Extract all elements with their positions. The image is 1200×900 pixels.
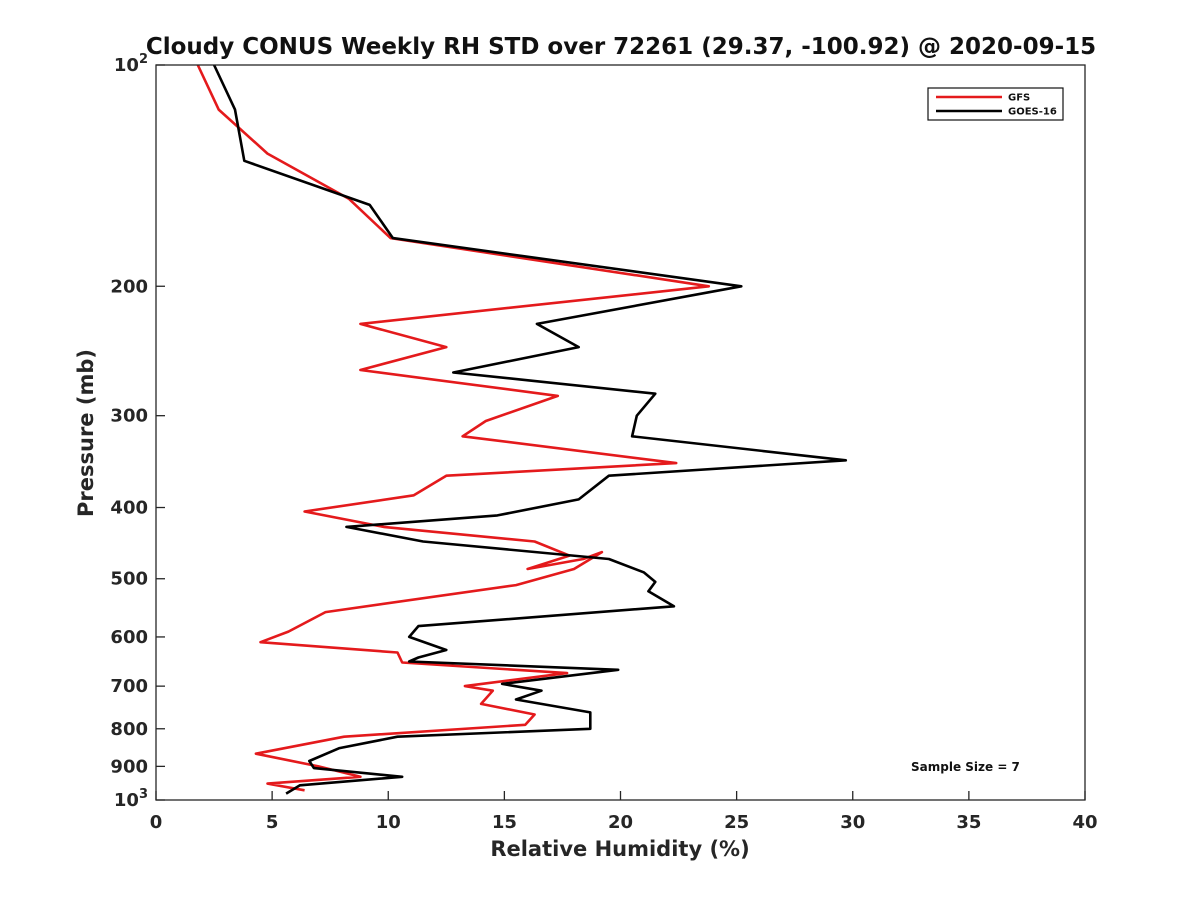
series-layer <box>196 64 848 795</box>
x-tick-label: 40 <box>1072 812 1097 833</box>
y-tick-label: 500 <box>110 569 148 590</box>
y-tick-label: 300 <box>110 406 148 427</box>
y-axis-label: Pressure (mb) <box>74 349 98 517</box>
x-tick-label: 0 <box>150 812 163 833</box>
x-tick-label: 5 <box>266 812 279 833</box>
y-axis-ticks: 102 200 300 400 500 600 700 800 900 103 <box>110 52 165 811</box>
chart-title: Cloudy CONUS Weekly RH STD over 72261 (2… <box>146 34 1096 60</box>
x-tick-label: 30 <box>840 812 865 833</box>
legend-label-goes-16: GOES-16 <box>1008 107 1057 118</box>
y-tick-label: 800 <box>110 719 148 740</box>
legend-label-gfs: GFS <box>1008 93 1030 104</box>
sample-size-annotation: Sample Size = 7 <box>911 760 1020 774</box>
y-tick-label: 900 <box>110 756 148 777</box>
axes-box <box>155 64 1086 801</box>
y-tick-label: 700 <box>110 676 148 697</box>
y-tick-label: 102 <box>114 52 148 76</box>
y-tick-label: 200 <box>110 276 148 297</box>
x-tick-label: 25 <box>724 812 749 833</box>
x-axis-label: Relative Humidity (%) <box>490 837 749 861</box>
x-tick-label: 10 <box>376 812 401 833</box>
x-axis-ticks: 0 5 10 15 20 25 30 35 40 <box>150 791 1098 833</box>
x-tick-label: 35 <box>956 812 981 833</box>
y-tick-label: 600 <box>110 627 148 648</box>
plot-area: 0 5 10 15 20 25 30 35 40 102 200 300 400 500 600 700 80… <box>110 52 1097 833</box>
legend-box <box>927 87 1064 121</box>
y-tick-label: 103 <box>114 787 148 811</box>
y-tick-label: 400 <box>110 498 148 519</box>
legend: GFS GOES-16 <box>927 87 1064 121</box>
x-tick-label: 15 <box>492 812 517 833</box>
x-tick-label: 20 <box>608 812 633 833</box>
series-line-goes-16 <box>212 64 848 795</box>
series-line-gfs <box>196 64 711 792</box>
